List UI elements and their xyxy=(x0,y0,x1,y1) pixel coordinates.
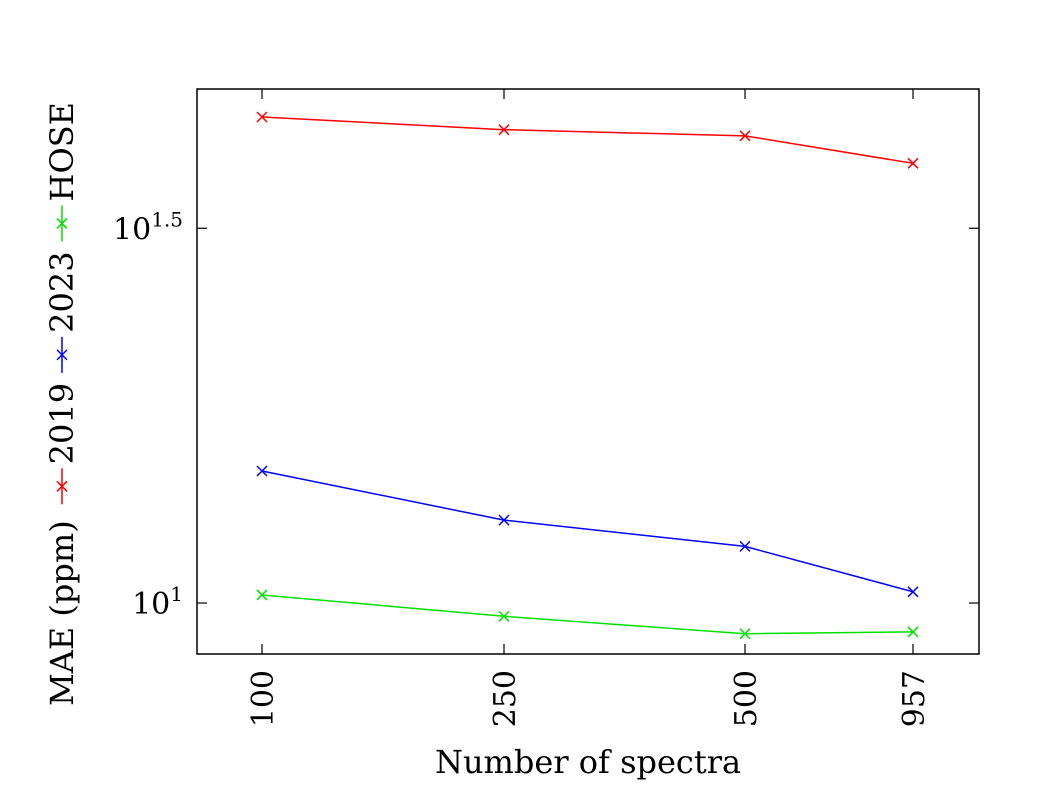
data-point-2019 xyxy=(739,130,751,142)
y-tick-label: 101 xyxy=(132,582,183,622)
data-point-2023 xyxy=(907,586,919,598)
data-point-2023 xyxy=(256,465,268,477)
x-axis-label: Number of spectra xyxy=(435,743,741,781)
data-point-2019 xyxy=(498,124,510,136)
data-point-hose xyxy=(907,626,919,638)
legend-marker-2023 xyxy=(56,349,68,361)
legend-label-hose: HOSE xyxy=(43,102,81,201)
data-point-hose xyxy=(739,628,751,640)
data-point-2023 xyxy=(498,514,510,526)
series-line-2023 xyxy=(261,470,914,593)
x-tick-label: 500 xyxy=(729,670,764,727)
series-line-2019 xyxy=(261,116,914,165)
legend-marker-hose xyxy=(56,217,68,229)
x-tick-labels: 100 250 500 957 xyxy=(246,670,932,727)
data-point-2023 xyxy=(739,540,751,552)
legend-label-2019: 2019 xyxy=(43,383,81,464)
series-group xyxy=(256,111,919,640)
y-axis-label: MAE (ppm) xyxy=(43,520,81,706)
data-point-hose xyxy=(498,610,510,622)
y-axis-label-legend: MAE (ppm) 2019 2023 HOSE xyxy=(43,102,81,706)
axis-ticks xyxy=(197,89,979,654)
data-point-hose xyxy=(256,589,268,601)
x-tick-label: 100 xyxy=(246,670,281,727)
data-point-2019 xyxy=(256,111,268,123)
y-tick-labels: 101 101.5 xyxy=(113,207,183,622)
x-tick-label: 250 xyxy=(488,670,523,727)
x-tick-label: 957 xyxy=(897,670,932,727)
series-line-hose xyxy=(261,594,914,635)
data-point-2019 xyxy=(907,157,919,169)
y-tick-label: 101.5 xyxy=(113,207,183,247)
legend-label-2023: 2023 xyxy=(43,251,81,332)
legend-marker-2019 xyxy=(56,480,68,492)
plot-frame xyxy=(196,88,980,655)
